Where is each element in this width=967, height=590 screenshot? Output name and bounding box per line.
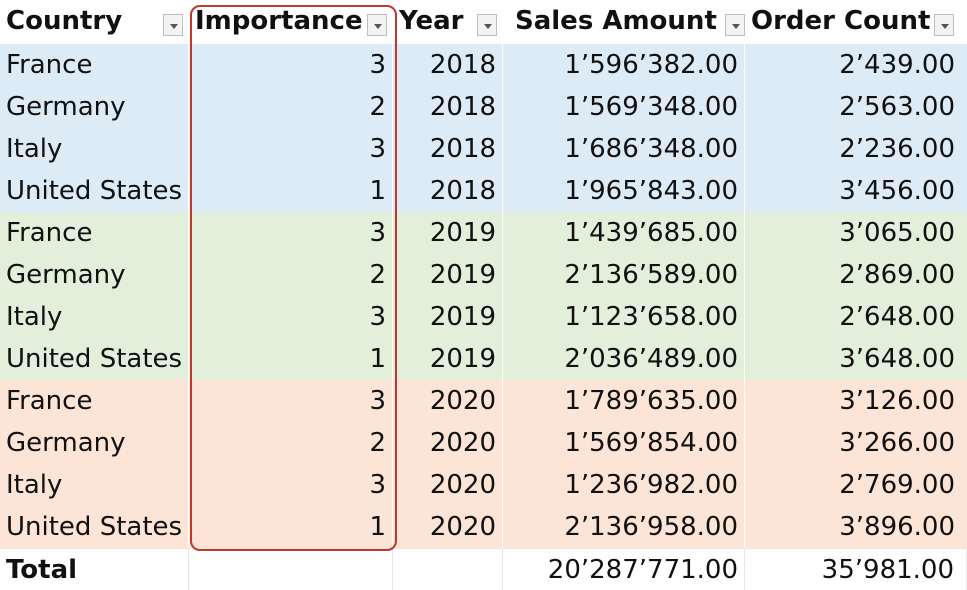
year-cell[interactable]: 2020	[393, 464, 503, 506]
year-cell[interactable]: 2018	[393, 86, 503, 128]
sales-amount-cell[interactable]: 2’036’489.00	[503, 338, 745, 380]
country-cell[interactable]: France	[0, 380, 189, 422]
table-row[interactable]: United States 1 2019 2’036’489.00 3’648.…	[0, 338, 967, 380]
country-cell[interactable]: Italy	[0, 464, 189, 506]
order-count-cell[interactable]: 3’065.00	[745, 212, 967, 254]
sales-amount-cell[interactable]: 1’686’348.00	[503, 128, 745, 170]
total-label[interactable]: Total	[0, 548, 189, 590]
order-count-cell[interactable]: 2’236.00	[745, 128, 967, 170]
sales-amount-cell[interactable]: 1’569’348.00	[503, 86, 745, 128]
header-label: Order Count	[751, 6, 931, 36]
year-cell[interactable]: 2020	[393, 506, 503, 548]
table-row[interactable]: Italy 3 2018 1’686’348.00 2’236.00	[0, 128, 967, 170]
importance-cell[interactable]: 2	[189, 422, 393, 464]
country-cell[interactable]: France	[0, 44, 189, 86]
order-count-cell[interactable]: 3’266.00	[745, 422, 967, 464]
country-cell[interactable]: Germany	[0, 254, 189, 296]
country-cell[interactable]: United States	[0, 170, 189, 212]
year-cell[interactable]: 2020	[393, 380, 503, 422]
order-count-cell[interactable]: 3’896.00	[745, 506, 967, 548]
order-count-cell[interactable]: 3’456.00	[745, 170, 967, 212]
importance-cell[interactable]: 3	[189, 44, 393, 86]
importance-cell[interactable]: 3	[189, 128, 393, 170]
table-row[interactable]: France 3 2020 1’789’635.00 3’126.00	[0, 380, 967, 422]
total-sales-amount[interactable]: 20’287’771.00	[503, 548, 745, 590]
header-row: Country Importance Year Sales Amount Ord…	[0, 0, 967, 42]
year-cell[interactable]: 2019	[393, 338, 503, 380]
total-order-count[interactable]: 35’981.00	[745, 548, 967, 590]
sales-amount-cell[interactable]: 1’236’982.00	[503, 464, 745, 506]
importance-cell[interactable]: 1	[189, 338, 393, 380]
importance-cell[interactable]: 2	[189, 86, 393, 128]
sales-amount-cell[interactable]: 2’136’958.00	[503, 506, 745, 548]
country-cell[interactable]: United States	[0, 338, 189, 380]
importance-cell[interactable]: 2	[189, 254, 393, 296]
sales-amount-cell[interactable]: 1’439’685.00	[503, 212, 745, 254]
table-row[interactable]: Italy 3 2019 1’123’658.00 2’648.00	[0, 296, 967, 338]
year-cell[interactable]: 2018	[393, 44, 503, 86]
table-row[interactable]: France 3 2019 1’439’685.00 3’065.00	[0, 212, 967, 254]
order-count-cell[interactable]: 3’648.00	[745, 338, 967, 380]
header-order-count[interactable]: Order Count	[745, 0, 967, 42]
country-cell[interactable]: Italy	[0, 296, 189, 338]
total-year-cell[interactable]	[393, 548, 503, 590]
order-count-cell[interactable]: 2’563.00	[745, 86, 967, 128]
country-cell[interactable]: United States	[0, 506, 189, 548]
order-count-cell[interactable]: 2’869.00	[745, 254, 967, 296]
table-row[interactable]: France 3 2018 1’596’382.00 2’439.00	[0, 44, 967, 86]
country-cell[interactable]: Germany	[0, 86, 189, 128]
header-year[interactable]: Year	[393, 0, 503, 42]
importance-cell[interactable]: 3	[189, 464, 393, 506]
filter-dropdown-icon[interactable]	[163, 14, 183, 36]
table-row[interactable]: United States 1 2018 1’965’843.00 3’456.…	[0, 170, 967, 212]
filter-dropdown-icon[interactable]	[367, 14, 387, 36]
country-cell[interactable]: Germany	[0, 422, 189, 464]
year-cell[interactable]: 2020	[393, 422, 503, 464]
table-row[interactable]: Germany 2 2020 1’569’854.00 3’266.00	[0, 422, 967, 464]
importance-cell[interactable]: 3	[189, 296, 393, 338]
year-cell[interactable]: 2019	[393, 212, 503, 254]
order-count-cell[interactable]: 3’126.00	[745, 380, 967, 422]
header-label: Country	[6, 6, 123, 36]
sales-amount-cell[interactable]: 2’136’589.00	[503, 254, 745, 296]
total-row[interactable]: Total 20’287’771.00 35’981.00	[0, 548, 967, 590]
table-row[interactable]: Italy 3 2020 1’236’982.00 2’769.00	[0, 464, 967, 506]
importance-cell[interactable]: 1	[189, 170, 393, 212]
filter-dropdown-icon[interactable]	[934, 14, 954, 36]
header-importance[interactable]: Importance	[189, 0, 393, 42]
sales-amount-cell[interactable]: 1’569’854.00	[503, 422, 745, 464]
header-label: Importance	[195, 6, 363, 36]
country-cell[interactable]: Italy	[0, 128, 189, 170]
filter-dropdown-icon[interactable]	[477, 14, 497, 36]
year-cell[interactable]: 2019	[393, 254, 503, 296]
header-sales-amount[interactable]: Sales Amount	[503, 0, 745, 42]
table-row[interactable]: Germany 2 2018 1’569’348.00 2’563.00	[0, 86, 967, 128]
year-cell[interactable]: 2018	[393, 128, 503, 170]
header-label: Year	[399, 6, 464, 36]
table-row[interactable]: United States 1 2020 2’136’958.00 3’896.…	[0, 506, 967, 548]
sales-amount-cell[interactable]: 1’965’843.00	[503, 170, 745, 212]
table-row[interactable]: Germany 2 2019 2’136’589.00 2’869.00	[0, 254, 967, 296]
total-importance-cell[interactable]	[189, 548, 393, 590]
year-cell[interactable]: 2018	[393, 170, 503, 212]
order-count-cell[interactable]: 2’439.00	[745, 44, 967, 86]
year-cell[interactable]: 2019	[393, 296, 503, 338]
order-count-cell[interactable]: 2’769.00	[745, 464, 967, 506]
importance-cell[interactable]: 3	[189, 380, 393, 422]
importance-cell[interactable]: 3	[189, 212, 393, 254]
importance-cell[interactable]: 1	[189, 506, 393, 548]
filter-dropdown-icon[interactable]	[725, 14, 745, 36]
sales-amount-cell[interactable]: 1’596’382.00	[503, 44, 745, 86]
sales-amount-cell[interactable]: 1’123’658.00	[503, 296, 745, 338]
sales-amount-cell[interactable]: 1’789’635.00	[503, 380, 745, 422]
header-country[interactable]: Country	[0, 0, 189, 42]
header-label: Sales Amount	[515, 6, 717, 36]
order-count-cell[interactable]: 2’648.00	[745, 296, 967, 338]
country-cell[interactable]: France	[0, 212, 189, 254]
